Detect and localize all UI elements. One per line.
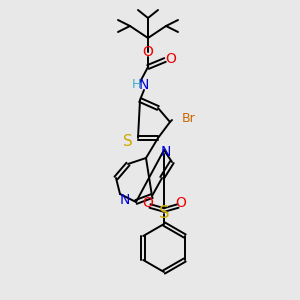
Text: S: S [159, 204, 169, 222]
Text: S: S [123, 134, 133, 149]
Text: N: N [139, 78, 149, 92]
Text: Br: Br [182, 112, 196, 124]
Text: N: N [161, 145, 171, 159]
Text: O: O [166, 52, 176, 66]
Text: O: O [142, 196, 153, 210]
Text: O: O [142, 45, 153, 59]
Text: N: N [120, 193, 130, 207]
Text: H: H [131, 79, 141, 92]
Text: O: O [176, 196, 186, 210]
